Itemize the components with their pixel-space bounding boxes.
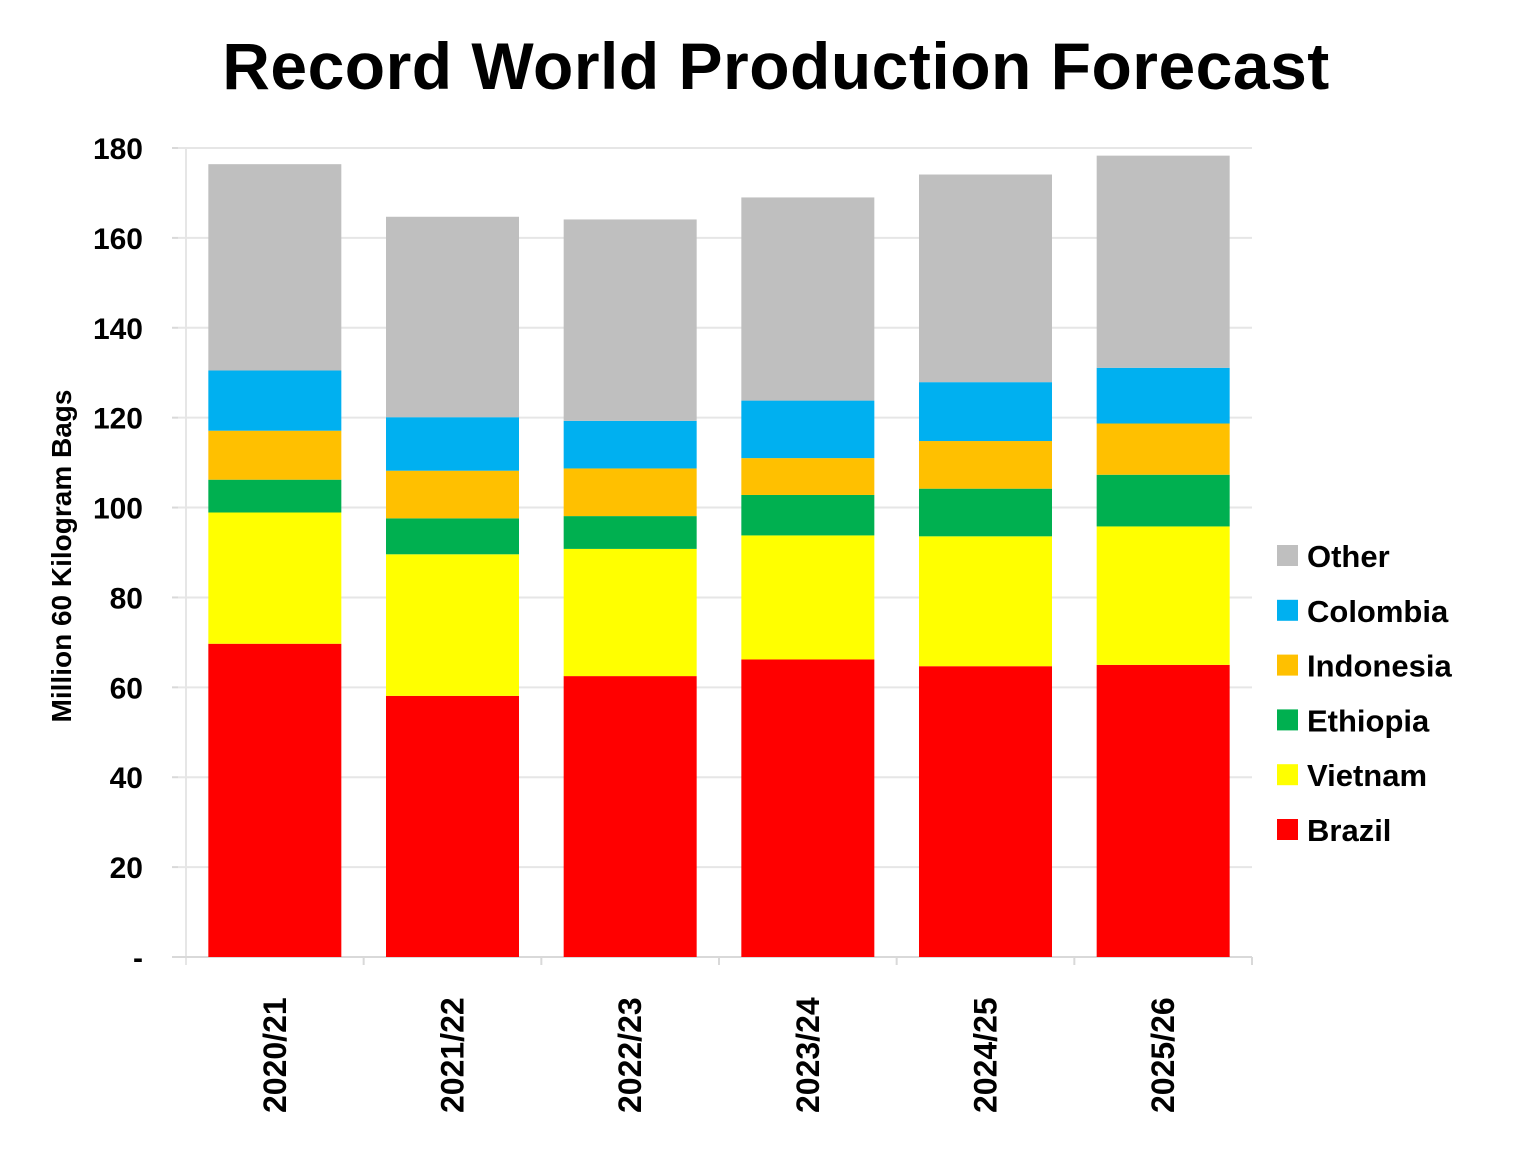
y-tick-label-40: 40 (110, 762, 143, 795)
bar-brazil-2025-26 (1096, 664, 1230, 957)
legend-item-other: Other (1277, 539, 1390, 574)
legend-swatch-indonesia (1277, 654, 1298, 676)
x-tick-label-2024-25: 2024/25 (968, 997, 1004, 1113)
bar-stack-2023-24 (741, 197, 875, 957)
bar-other-2021-22 (386, 216, 519, 418)
legend-item-ethiopia: Ethiopia (1277, 703, 1430, 738)
x-tick-label-2025-26: 2025/26 (1145, 997, 1181, 1113)
bar-indonesia-2025-26 (1096, 423, 1230, 475)
legend-label-brazil: Brazil (1307, 813, 1391, 848)
bar-other-2020-21 (208, 164, 342, 371)
bar-brazil-2024-25 (919, 666, 1052, 957)
legend-label-indonesia: Indonesia (1307, 649, 1452, 684)
y-tick-label-60: 60 (110, 672, 143, 705)
legend-swatch-brazil (1277, 819, 1298, 840)
legend-swatch-colombia (1277, 599, 1298, 621)
bar-vietnam-2023-24 (741, 535, 875, 660)
bar-vietnam-2020-21 (208, 512, 342, 644)
bar-stack-2020-21 (208, 164, 342, 957)
bar-indonesia-2022-23 (563, 468, 697, 517)
bar-ethiopia-2020-21 (208, 479, 342, 513)
bar-brazil-2021-22 (386, 695, 519, 957)
y-axis-ticks: - 20 40 60 80 100 120 140 160 180 (93, 133, 143, 975)
y-tick-label-20: 20 (110, 852, 143, 885)
legend-item-vietnam: Vietnam (1277, 758, 1427, 793)
bar-ethiopia-2021-22 (386, 518, 519, 555)
x-tick-label-2023-24: 2023/24 (790, 997, 826, 1113)
y-tick-label-0: - (133, 942, 143, 975)
legend-label-vietnam: Vietnam (1307, 758, 1427, 793)
bar-ethiopia-2025-26 (1096, 474, 1230, 527)
x-tick-label-2021-22: 2021/22 (435, 997, 471, 1113)
bar-colombia-2025-26 (1096, 367, 1230, 424)
bar-stack-2022-23 (563, 219, 697, 957)
legend-swatch-ethiopia (1277, 709, 1298, 731)
x-axis-ticks: 2020/21 2021/22 2022/23 2023/24 2024/25 2025/… (257, 997, 1181, 1113)
bar-colombia-2021-22 (386, 417, 519, 471)
y-tick-label-180: 180 (93, 133, 143, 166)
bar-indonesia-2020-21 (208, 430, 342, 480)
bar-brazil-2022-23 (563, 676, 697, 957)
legend-swatch-vietnam (1277, 764, 1298, 786)
bar-other-2022-23 (563, 219, 697, 421)
bar-brazil-2023-24 (741, 659, 875, 957)
bar-ethiopia-2024-25 (919, 488, 1052, 537)
bar-ethiopia-2022-23 (563, 516, 697, 549)
bar-vietnam-2024-25 (919, 536, 1052, 667)
bar-colombia-2023-24 (741, 400, 875, 459)
bars (208, 155, 1230, 957)
bar-vietnam-2025-26 (1096, 526, 1230, 665)
y-tick-label-140: 140 (93, 313, 143, 346)
x-tick-label-2020-21: 2020/21 (257, 997, 293, 1113)
legend-label-other: Other (1307, 539, 1390, 574)
legend: Other Colombia Indonesia Ethiopia Vietnam Bra… (1277, 539, 1452, 848)
gridlines (178, 147, 1252, 958)
bar-brazil-2020-21 (208, 643, 342, 957)
y-tick-label-80: 80 (110, 582, 143, 615)
y-tick-label-100: 100 (93, 493, 143, 526)
bar-colombia-2020-21 (208, 370, 342, 431)
bar-indonesia-2024-25 (919, 441, 1052, 489)
bar-colombia-2022-23 (563, 420, 697, 469)
legend-item-brazil: Brazil (1277, 813, 1391, 848)
legend-label-colombia: Colombia (1307, 594, 1449, 629)
y-axis-title: Million 60 Kilogram Bags (46, 390, 77, 723)
legend-item-colombia: Colombia (1277, 594, 1449, 629)
bar-stack-2025-26 (1096, 155, 1230, 957)
legend-swatch-other (1277, 545, 1298, 566)
bar-stack-2021-22 (386, 216, 519, 957)
bar-stack-2024-25 (919, 174, 1052, 957)
bar-other-2024-25 (919, 174, 1052, 383)
x-tick-label-2022-23: 2022/23 (612, 997, 648, 1113)
y-tick-label-120: 120 (93, 403, 143, 436)
bar-vietnam-2021-22 (386, 554, 519, 696)
y-tick-label-160: 160 (93, 223, 143, 256)
legend-item-indonesia: Indonesia (1277, 649, 1452, 684)
bar-other-2025-26 (1096, 155, 1230, 368)
chart-title: Record World Production Forecast (222, 29, 1330, 103)
bar-indonesia-2023-24 (741, 458, 875, 495)
bar-vietnam-2022-23 (563, 548, 697, 677)
bar-ethiopia-2023-24 (741, 494, 875, 536)
bar-other-2023-24 (741, 197, 875, 401)
bar-colombia-2024-25 (919, 382, 1052, 442)
legend-label-ethiopia: Ethiopia (1307, 703, 1430, 738)
bar-indonesia-2021-22 (386, 470, 519, 519)
axes (172, 147, 1253, 965)
